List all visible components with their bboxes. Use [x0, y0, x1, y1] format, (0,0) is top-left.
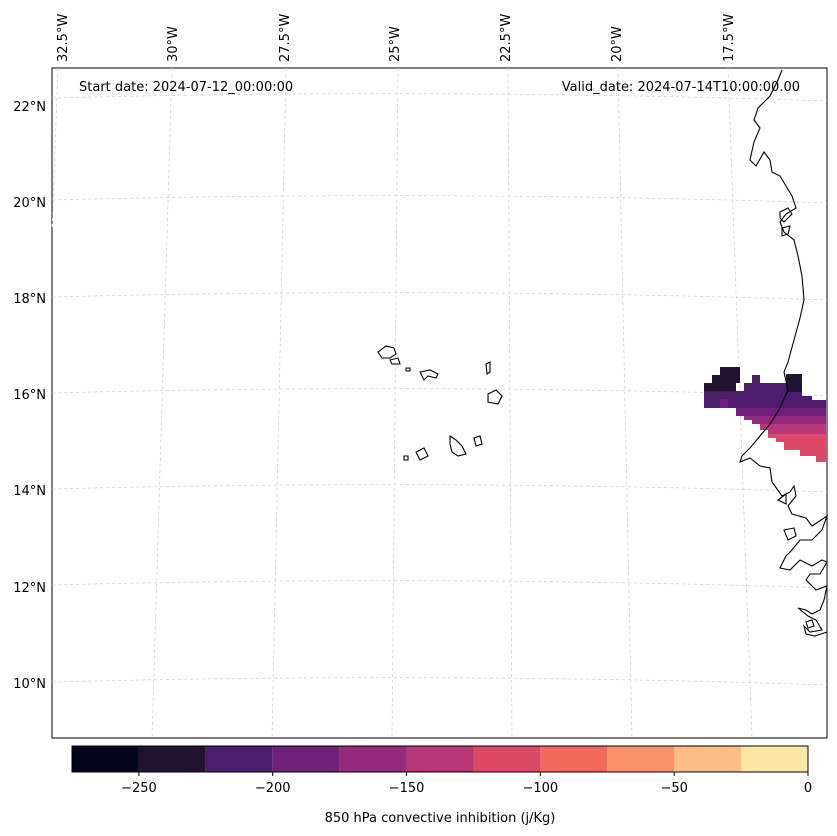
lat-label: 18°N	[13, 292, 46, 307]
lat-label: 10°N	[13, 677, 46, 692]
island-sal	[485, 361, 491, 375]
lon-label: 25°W	[388, 26, 403, 62]
colorbar-segment	[674, 746, 742, 772]
colorbar-outline	[71, 745, 809, 773]
colorbar-segment	[272, 746, 340, 772]
lon-label: 27.5°W	[278, 14, 293, 62]
coast-detail-3	[776, 492, 787, 505]
lat-gridline	[51, 677, 828, 686]
lon-label: 17.5°W	[722, 14, 737, 62]
lon-label: 22.5°W	[499, 14, 514, 62]
cape-verde-islands	[377, 345, 503, 461]
coastlines	[739, 69, 829, 637]
lon-gridline	[151, 67, 173, 739]
lon-gridlines	[51, 67, 753, 739]
lon-gridline	[617, 67, 633, 739]
lat-gridline	[51, 388, 828, 397]
lat-label: 16°N	[13, 388, 46, 403]
colorbar-tick-label: −50	[660, 781, 687, 796]
colorbar-segment	[741, 746, 808, 772]
start-date-label: Start date: 2024-07-12_00:00:00	[79, 80, 293, 95]
cin-band-1	[786, 374, 802, 392]
island-maio	[473, 435, 483, 447]
cin-band-5	[752, 424, 826, 434]
colorbar-title: 850 hPa convective inhibition (j/Kg)	[325, 811, 556, 826]
lon-gridline	[507, 67, 513, 739]
colorbar-tick-label: −100	[523, 781, 559, 796]
lat-labels: 22°N 20°N 18°N 16°N 14°N 12°N 10°N	[13, 100, 46, 692]
island-santo-antao	[377, 345, 397, 359]
cin-band-6	[768, 434, 826, 462]
colorbar-segment	[473, 746, 541, 772]
colorbar-segment	[406, 746, 474, 772]
lon-gridline	[727, 67, 753, 739]
cin-band-3	[704, 399, 826, 416]
colorbar-segment	[339, 746, 407, 772]
colorbar-tick-label: −150	[389, 781, 425, 796]
lon-label: 32.5°W	[56, 14, 71, 62]
coast-detail-1	[779, 207, 793, 223]
island-fogo	[415, 447, 429, 461]
lon-gridline	[391, 67, 399, 739]
colorbar-segment	[205, 746, 273, 772]
colorbar-segment	[607, 746, 675, 772]
coast-detail-4	[783, 527, 797, 541]
island-santa-luzia	[405, 367, 411, 372]
lon-gridline	[271, 67, 287, 739]
colorbar-segments	[72, 746, 808, 772]
africa-coastline	[739, 69, 829, 637]
coast-detail-5	[805, 619, 815, 629]
lat-gridline	[51, 484, 828, 493]
colorbar: −250 −200 −150 −100 −50 0 850 hPa convective …	[71, 745, 812, 826]
colorbar-tick-label: −250	[121, 781, 157, 796]
lat-label: 14°N	[13, 484, 46, 499]
colorbar-tick-label: −200	[255, 781, 291, 796]
lat-gridline	[51, 580, 828, 589]
island-santiago	[449, 434, 467, 457]
lat-label: 20°N	[13, 196, 46, 211]
colorbar-tick-label: 0	[804, 781, 812, 796]
valid-date-label: Valid_date: 2024-07-14T10:00:00.00	[562, 80, 800, 95]
lat-label: 12°N	[13, 581, 46, 596]
lon-label: 30°W	[166, 26, 181, 62]
map-frame	[51, 67, 828, 739]
cin-field	[704, 367, 826, 462]
colorbar-segment	[138, 746, 206, 772]
lat-gridline	[51, 195, 828, 204]
cin-band-4	[736, 416, 826, 424]
lon-labels: 32.5°W 30°W 27.5°W 25°W 22.5°W 20°W 17.5…	[56, 14, 737, 62]
island-sao-vicente	[389, 357, 401, 365]
colorbar-segment	[540, 746, 608, 772]
cin-blob-west-lower	[704, 391, 736, 399]
island-boa-vista	[487, 389, 503, 405]
colorbar-ticks: −250 −200 −150 −100 −50 0	[121, 772, 812, 796]
island-sao-nicolau	[419, 369, 439, 381]
lat-label: 22°N	[13, 100, 46, 115]
coast-detail-2	[781, 225, 791, 237]
lat-gridline	[51, 292, 828, 301]
island-brava	[403, 455, 409, 461]
cin-band-2	[704, 375, 826, 408]
lat-gridlines	[51, 93, 828, 686]
cin-blob-west	[704, 367, 740, 391]
colorbar-segment	[72, 746, 139, 772]
lon-label: 20°W	[610, 26, 625, 62]
lat-gridline	[51, 93, 828, 102]
